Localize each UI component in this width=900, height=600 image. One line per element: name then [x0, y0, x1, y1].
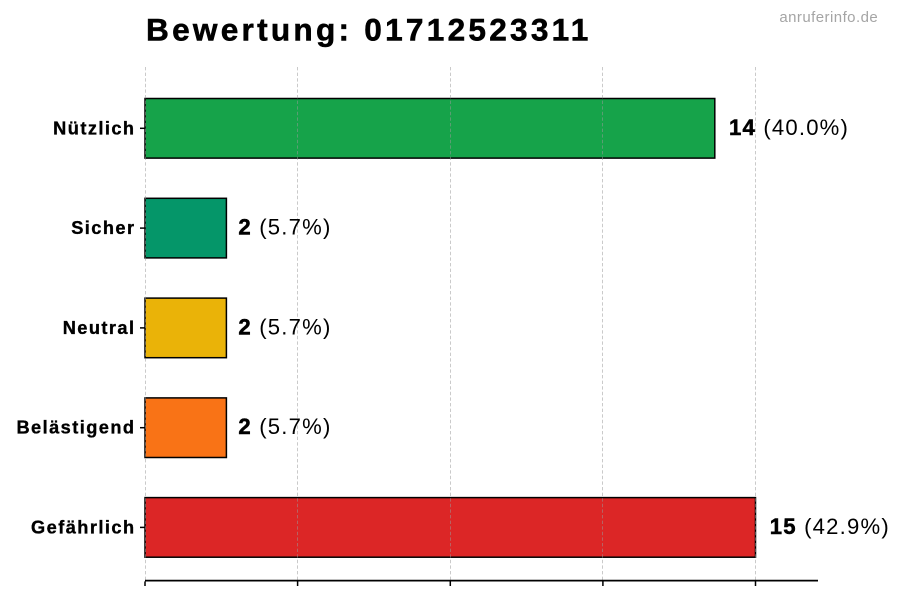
svg-text:14 (40.0%): 14 (40.0%): [729, 115, 849, 140]
svg-text:Belästigend: Belästigend: [16, 418, 135, 438]
svg-text:Nützlich: Nützlich: [53, 118, 135, 138]
svg-text:2 (5.7%): 2 (5.7%): [238, 314, 331, 339]
svg-text:Sicher: Sicher: [71, 218, 135, 238]
svg-text:Gefährlich: Gefährlich: [31, 517, 135, 537]
svg-text:2 (5.7%): 2 (5.7%): [238, 414, 331, 439]
svg-text:anruferinfo.de: anruferinfo.de: [779, 9, 878, 26]
svg-text:2 (5.7%): 2 (5.7%): [238, 215, 331, 240]
svg-text:Bewertung: 01712523311: Bewertung: 01712523311: [146, 11, 592, 47]
svg-text:15 (42.9%): 15 (42.9%): [770, 514, 890, 539]
svg-text:Neutral: Neutral: [63, 318, 136, 338]
